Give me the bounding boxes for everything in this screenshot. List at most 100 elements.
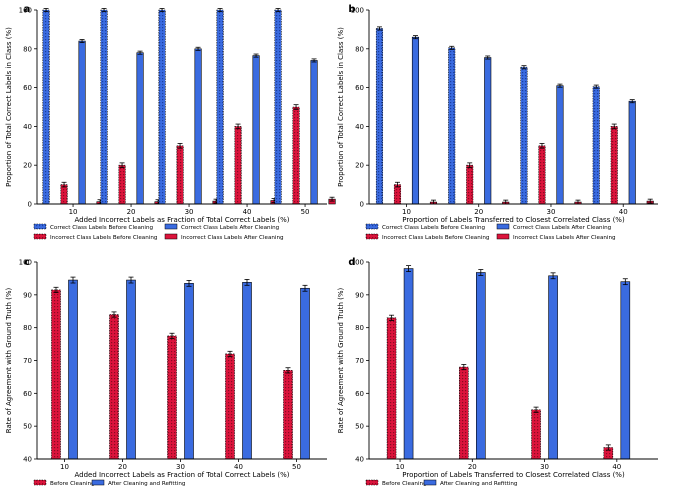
- y-tick-label: 80: [355, 45, 364, 53]
- legend-swatch: [164, 223, 178, 230]
- x-tick-label: 40: [619, 208, 628, 216]
- bar-red: [109, 314, 119, 460]
- bar-red: [610, 126, 618, 205]
- legend-label: Correct Class Labels Before Cleaning: [50, 225, 154, 231]
- x-tick-label: 30: [547, 208, 556, 216]
- panel-letter: c: [24, 257, 30, 268]
- bar-blue: [158, 9, 166, 205]
- x-tick-label: 20: [474, 208, 483, 216]
- panel-c: c Rate of Agreement with Ground Truth (%)…: [5, 257, 327, 487]
- y-tick-label: 50: [355, 423, 364, 431]
- y-tick-label: 40: [355, 123, 364, 131]
- y-tick-label: 80: [23, 45, 32, 53]
- bar-blue: [78, 40, 86, 205]
- y-tick-label: 90: [23, 291, 32, 299]
- y-tick-label: 60: [23, 390, 32, 398]
- x-tick-label: 10: [402, 208, 411, 216]
- y-tick-label: 70: [23, 357, 32, 365]
- bar-red: [118, 164, 126, 205]
- legend-label: Incorrect Class Labels After Cleaning: [513, 235, 616, 241]
- legend-swatch: [33, 223, 47, 230]
- y-tick-label: 90: [355, 291, 364, 299]
- bar-red: [466, 164, 474, 205]
- legend-swatch: [496, 223, 510, 230]
- bar-blue: [100, 9, 108, 205]
- y-tick-label: 100: [351, 259, 364, 267]
- x-tick-label: 20: [468, 463, 477, 471]
- legend-label: Correct Class Labels After Cleaning: [181, 225, 280, 231]
- legend-swatch: [365, 223, 379, 230]
- x-tick-label: 30: [185, 208, 194, 216]
- bar-red: [459, 366, 469, 460]
- panel-b: b Proportion of Total Correct Labels in C…: [337, 4, 658, 241]
- bar-red: [225, 353, 235, 460]
- legend-swatch: [91, 479, 105, 486]
- y-tick-label: 100: [19, 7, 32, 15]
- bar-red: [51, 289, 61, 460]
- bar-blue: [476, 272, 486, 460]
- y-tick-label: 80: [355, 324, 364, 332]
- bar-red: [283, 370, 293, 460]
- bar-red: [292, 106, 300, 205]
- bar-blue: [403, 268, 414, 460]
- bar-blue: [548, 275, 558, 460]
- x-tick-label: 50: [292, 463, 301, 471]
- legend-swatch: [164, 233, 178, 240]
- y-tick-label: 20: [23, 162, 32, 170]
- panel-a: a Proportion of Total Correct Labels in C…: [5, 4, 336, 241]
- x-tick-label: 10: [69, 208, 78, 216]
- y-tick-label: 80: [23, 324, 32, 332]
- x-tick-label: 30: [176, 463, 185, 471]
- x-tick-label: 50: [301, 208, 310, 216]
- legend-swatch: [496, 233, 510, 240]
- bar-blue: [42, 9, 50, 205]
- bar-blue: [520, 66, 528, 205]
- x-axis-label: Added Incorrect Labels as Fraction of To…: [74, 216, 289, 224]
- y-axis-label: Proportion of Total Correct Labels in Cl…: [337, 27, 345, 187]
- y-tick-label: 40: [23, 123, 32, 131]
- legend-swatch: [33, 479, 47, 486]
- legend-swatch: [423, 479, 437, 486]
- legend-swatch: [365, 479, 379, 486]
- y-axis-label: Rate of Agreement with Ground Truth (%): [337, 287, 345, 433]
- y-tick-label: 70: [355, 357, 364, 365]
- bar-red: [167, 335, 177, 460]
- bar-red: [393, 184, 402, 205]
- legend-label: Before Cleaning: [382, 481, 427, 487]
- bar-red: [234, 126, 242, 205]
- y-tick-label: 60: [355, 390, 364, 398]
- y-tick-label: 60: [23, 84, 32, 92]
- legend-label: Incorrect Class Labels After Cleaning: [181, 235, 284, 241]
- x-tick-label: 10: [396, 463, 405, 471]
- x-tick-label: 40: [243, 208, 252, 216]
- y-tick-label: 0: [360, 201, 364, 209]
- legend-swatch: [365, 233, 379, 240]
- bar-blue: [252, 55, 260, 205]
- legend-label: Incorrect Class Labels Before Cleaning: [50, 235, 158, 241]
- bar-blue: [300, 287, 310, 460]
- y-tick-label: 40: [23, 456, 32, 464]
- bar-blue: [628, 100, 636, 205]
- panel-letter: a: [24, 4, 31, 15]
- y-axis-label: Rate of Agreement with Ground Truth (%): [5, 287, 13, 433]
- legend-label: Correct Class Labels Before Cleaning: [382, 225, 486, 231]
- bar-red: [603, 447, 614, 460]
- bar-blue: [68, 279, 78, 460]
- bar-blue: [411, 36, 420, 205]
- legend-label: Before Cleaning: [50, 481, 95, 487]
- bar-blue: [556, 85, 564, 205]
- legend-label: Correct Class Labels After Cleaning: [513, 225, 612, 231]
- legend-label: After Cleaning and Refitting: [108, 481, 186, 487]
- y-tick-label: 100: [351, 7, 364, 15]
- panel-letter: d: [348, 257, 355, 268]
- y-tick-label: 50: [23, 423, 32, 431]
- x-tick-label: 30: [540, 463, 549, 471]
- panel-d: d Rate of Agreement with Ground Truth (%)…: [337, 257, 658, 487]
- y-tick-label: 100: [19, 259, 32, 267]
- bar-red: [60, 184, 68, 205]
- y-tick-label: 60: [355, 84, 364, 92]
- bar-blue: [126, 279, 136, 460]
- x-axis-label: Proportion of Labels Transferred to Clos…: [402, 216, 625, 224]
- bar-blue: [620, 281, 631, 460]
